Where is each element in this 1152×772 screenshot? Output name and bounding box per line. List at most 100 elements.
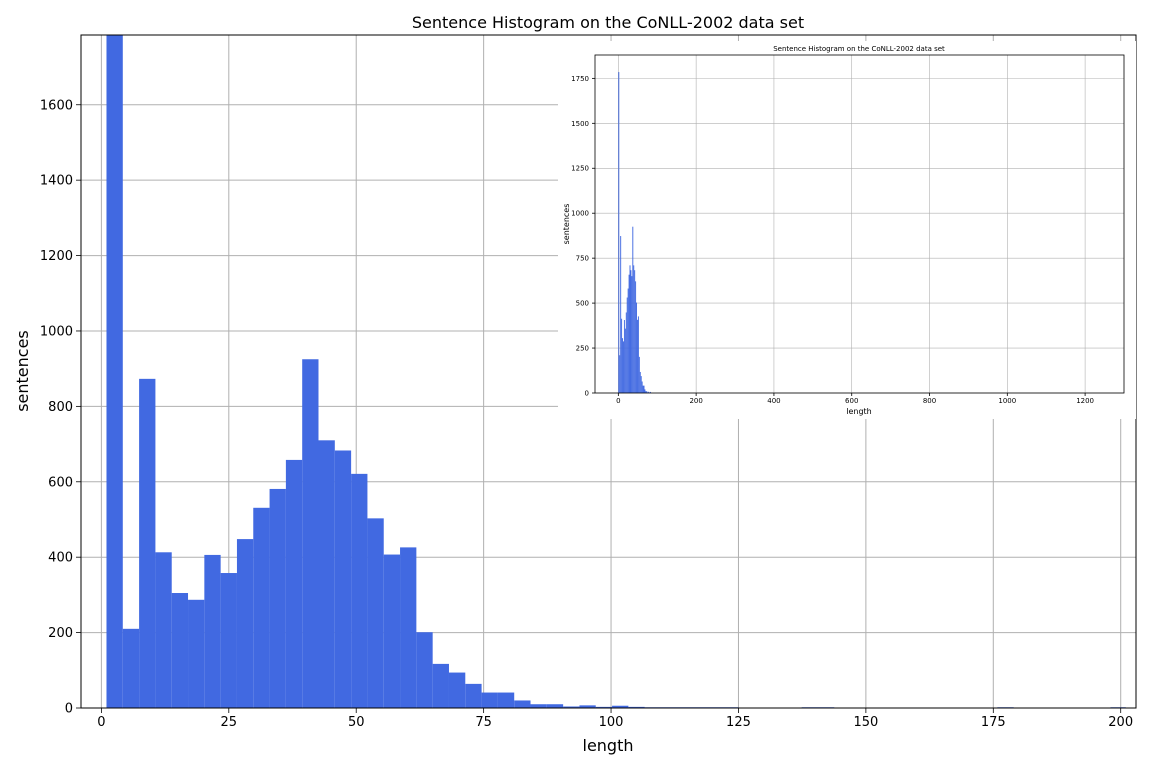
histogram-bar <box>400 547 417 708</box>
inset-background <box>558 41 1136 419</box>
x-tick-label: 175 <box>981 715 1006 730</box>
histogram-bar <box>622 338 624 393</box>
y-tick-label: 1600 <box>40 98 73 113</box>
histogram-bar <box>579 705 596 708</box>
histogram-bar <box>623 320 625 393</box>
histogram-bar <box>630 270 632 393</box>
x-tick-label: 200 <box>689 397 702 405</box>
histogram-bar <box>619 355 621 393</box>
histogram-bar <box>643 385 645 393</box>
histogram-bar <box>628 274 630 393</box>
y-tick-label: 1000 <box>40 325 73 340</box>
y-tick-label: 1400 <box>40 174 73 189</box>
x-tick-label: 1000 <box>998 397 1016 405</box>
histogram-bar <box>155 552 172 708</box>
inset-chart: Sentence Histogram on the CoNLL-2002 dat… <box>558 41 1136 419</box>
histogram-bar <box>530 704 547 708</box>
y-tick-label: 1750 <box>571 75 589 83</box>
histogram-bar <box>640 376 642 393</box>
histogram-bar <box>646 391 648 393</box>
main-bars <box>106 35 1126 708</box>
x-tick-label: 200 <box>1108 715 1133 730</box>
histogram-bar <box>637 316 639 393</box>
histogram-bar <box>448 672 466 708</box>
histogram-bar <box>383 554 401 708</box>
y-tick-label: 200 <box>48 626 73 641</box>
main-x-ticks: 0 25 50 75 100 125 150 175 200 <box>97 708 1133 730</box>
x-tick-label: 100 <box>599 715 624 730</box>
histogram-bar <box>638 356 640 393</box>
histogram-bar <box>220 573 237 708</box>
y-tick-label: 250 <box>576 345 589 353</box>
histogram-bar <box>612 705 629 708</box>
inset-x-axis-label: length <box>846 407 872 416</box>
x-tick-label: 150 <box>853 715 878 730</box>
x-tick-label: 800 <box>923 397 936 405</box>
inset-y-axis-label: sentences <box>562 204 571 245</box>
histogram-bar <box>351 473 368 708</box>
histogram-bar <box>497 692 515 708</box>
histogram-bar <box>648 391 650 393</box>
histogram-bar <box>318 440 335 708</box>
histogram-bar <box>621 318 623 393</box>
x-tick-label: 25 <box>221 715 238 730</box>
histogram-bar <box>637 319 638 393</box>
histogram-bar <box>106 35 123 708</box>
x-axis-label: length <box>583 736 634 755</box>
chart-title: Sentence Histogram on the CoNLL-2002 dat… <box>412 13 804 32</box>
histogram-bar <box>546 704 564 708</box>
histogram-bar <box>432 663 449 708</box>
y-tick-label: 1000 <box>571 210 589 218</box>
histogram-bar <box>642 385 644 393</box>
histogram-bar <box>650 391 652 393</box>
histogram-bar <box>641 381 643 393</box>
inset-x-ticks: 0 200 400 600 800 1000 1200 <box>616 393 1094 405</box>
histogram-bar <box>626 297 628 393</box>
histogram-bar <box>634 270 636 393</box>
histogram-bar <box>628 706 645 708</box>
histogram-bar <box>639 371 641 393</box>
y-tick-label: 1250 <box>571 165 589 173</box>
histogram-bar <box>122 628 140 708</box>
histogram-bar <box>514 700 531 708</box>
inset-title: Sentence Histogram on the CoNLL-2002 dat… <box>773 45 945 53</box>
y-tick-label: 600 <box>48 475 73 490</box>
histogram-bar <box>139 378 156 708</box>
y-tick-label: 1500 <box>571 120 589 128</box>
y-tick-label: 0 <box>585 389 589 397</box>
x-tick-label: 400 <box>767 397 780 405</box>
histogram-bar <box>285 459 303 708</box>
x-tick-label: 50 <box>348 715 365 730</box>
histogram-bar <box>633 265 635 393</box>
x-tick-label: 0 <box>97 715 105 730</box>
histogram-bar <box>618 72 620 394</box>
histogram-bar <box>481 692 498 708</box>
y-tick-label: 400 <box>48 551 73 566</box>
histogram-bar <box>269 488 286 708</box>
histogram-bar <box>624 328 626 393</box>
histogram-bar <box>302 359 319 708</box>
y-tick-label: 1200 <box>40 249 73 264</box>
histogram-bar <box>595 706 613 708</box>
histogram-bar <box>416 632 433 708</box>
x-tick-label: 0 <box>616 397 620 405</box>
histogram-bar <box>334 450 352 708</box>
x-tick-label: 1200 <box>1076 397 1094 405</box>
histogram-bar <box>253 507 270 708</box>
histogram-bar <box>627 288 629 393</box>
histogram-bar <box>188 599 205 708</box>
histogram-bar <box>171 593 189 708</box>
y-tick-label: 750 <box>576 255 589 263</box>
inset-y-ticks: 0 250 500 750 1000 1250 1500 1750 <box>571 75 595 397</box>
histogram-bar <box>236 539 254 708</box>
histogram-bar <box>367 518 384 708</box>
histogram-bar <box>465 683 482 708</box>
main-y-ticks: 0 200 400 600 800 1000 1200 1400 1600 <box>40 98 81 717</box>
histogram-bar <box>204 554 221 708</box>
x-tick-label: 75 <box>475 715 492 730</box>
inset-plot-frame <box>594 54 1125 394</box>
histogram-bar <box>620 236 622 393</box>
histogram-bar <box>644 389 646 393</box>
